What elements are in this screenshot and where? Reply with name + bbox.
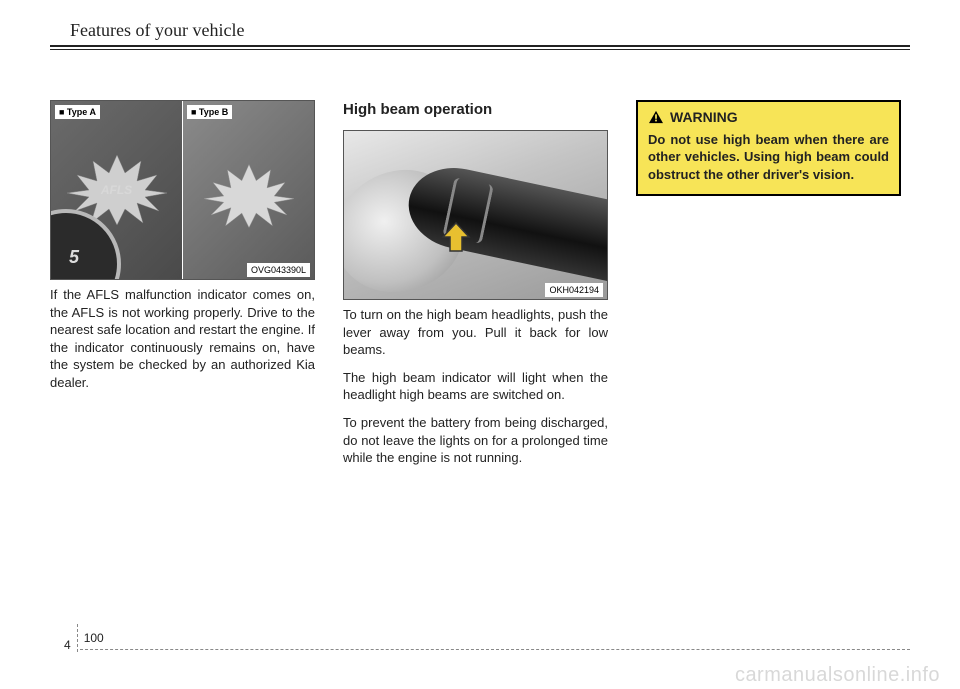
afls-type-a-panel: ■ Type A AFLS 5 <box>51 101 183 279</box>
gauge-number: 5 <box>69 245 79 269</box>
column-3: WARNING Do not use high beam when there … <box>636 100 901 477</box>
afls-label-a: AFLS <box>101 182 132 198</box>
figure-code-afls: OVG043390L <box>247 263 310 277</box>
afls-type-b-panel: ■ Type B AFLS OVG043390L <box>183 101 314 279</box>
beam-p3: To prevent the battery from being discha… <box>343 414 608 467</box>
footer-dotline <box>80 649 910 650</box>
beam-p2: The high beam indicator will light when … <box>343 369 608 404</box>
column-2: High beam operation OKH042194 To turn on… <box>343 100 608 477</box>
warning-icon <box>648 110 664 124</box>
column-1: ■ Type A AFLS 5 ■ Type B AFLS OVG043390L <box>50 100 315 477</box>
afls-label-b: AFLS <box>234 189 262 204</box>
warning-title: WARNING <box>670 108 738 127</box>
warning-body: Do not use high beam when there are othe… <box>648 131 889 184</box>
afls-paragraph: If the AFLS malfunction indicator comes … <box>50 286 315 391</box>
col2-text: To turn on the high beam headlights, pus… <box>343 306 608 466</box>
watermark: carmanualsonline.info <box>735 664 940 687</box>
figure-afls: ■ Type A AFLS 5 ■ Type B AFLS OVG043390L <box>50 100 315 280</box>
section-number: 4 <box>64 624 78 652</box>
col1-text: If the AFLS malfunction indicator comes … <box>50 286 315 391</box>
afls-starburst-b: AFLS <box>204 169 294 223</box>
manual-page: Features of your vehicle ■ Type A AFLS 5… <box>50 20 910 660</box>
warning-box: WARNING Do not use high beam when there … <box>636 100 901 196</box>
page-numbers: 4 100 <box>64 624 104 652</box>
header-rule-thick <box>50 45 910 47</box>
high-beam-heading: High beam operation <box>343 100 608 120</box>
page-header: Features of your vehicle <box>50 20 910 45</box>
type-b-tag: ■ Type B <box>187 105 232 119</box>
warning-heading: WARNING <box>648 108 889 127</box>
beam-p1: To turn on the high beam headlights, pus… <box>343 306 608 359</box>
page-footer: 4 100 <box>50 649 910 650</box>
figure-code-beam: OKH042194 <box>545 283 603 297</box>
columns: ■ Type A AFLS 5 ■ Type B AFLS OVG043390L <box>50 100 910 477</box>
figure-high-beam: OKH042194 <box>343 130 608 300</box>
type-a-tag: ■ Type A <box>55 105 100 119</box>
header-rule-thin <box>50 49 910 50</box>
page-number: 100 <box>78 631 104 645</box>
